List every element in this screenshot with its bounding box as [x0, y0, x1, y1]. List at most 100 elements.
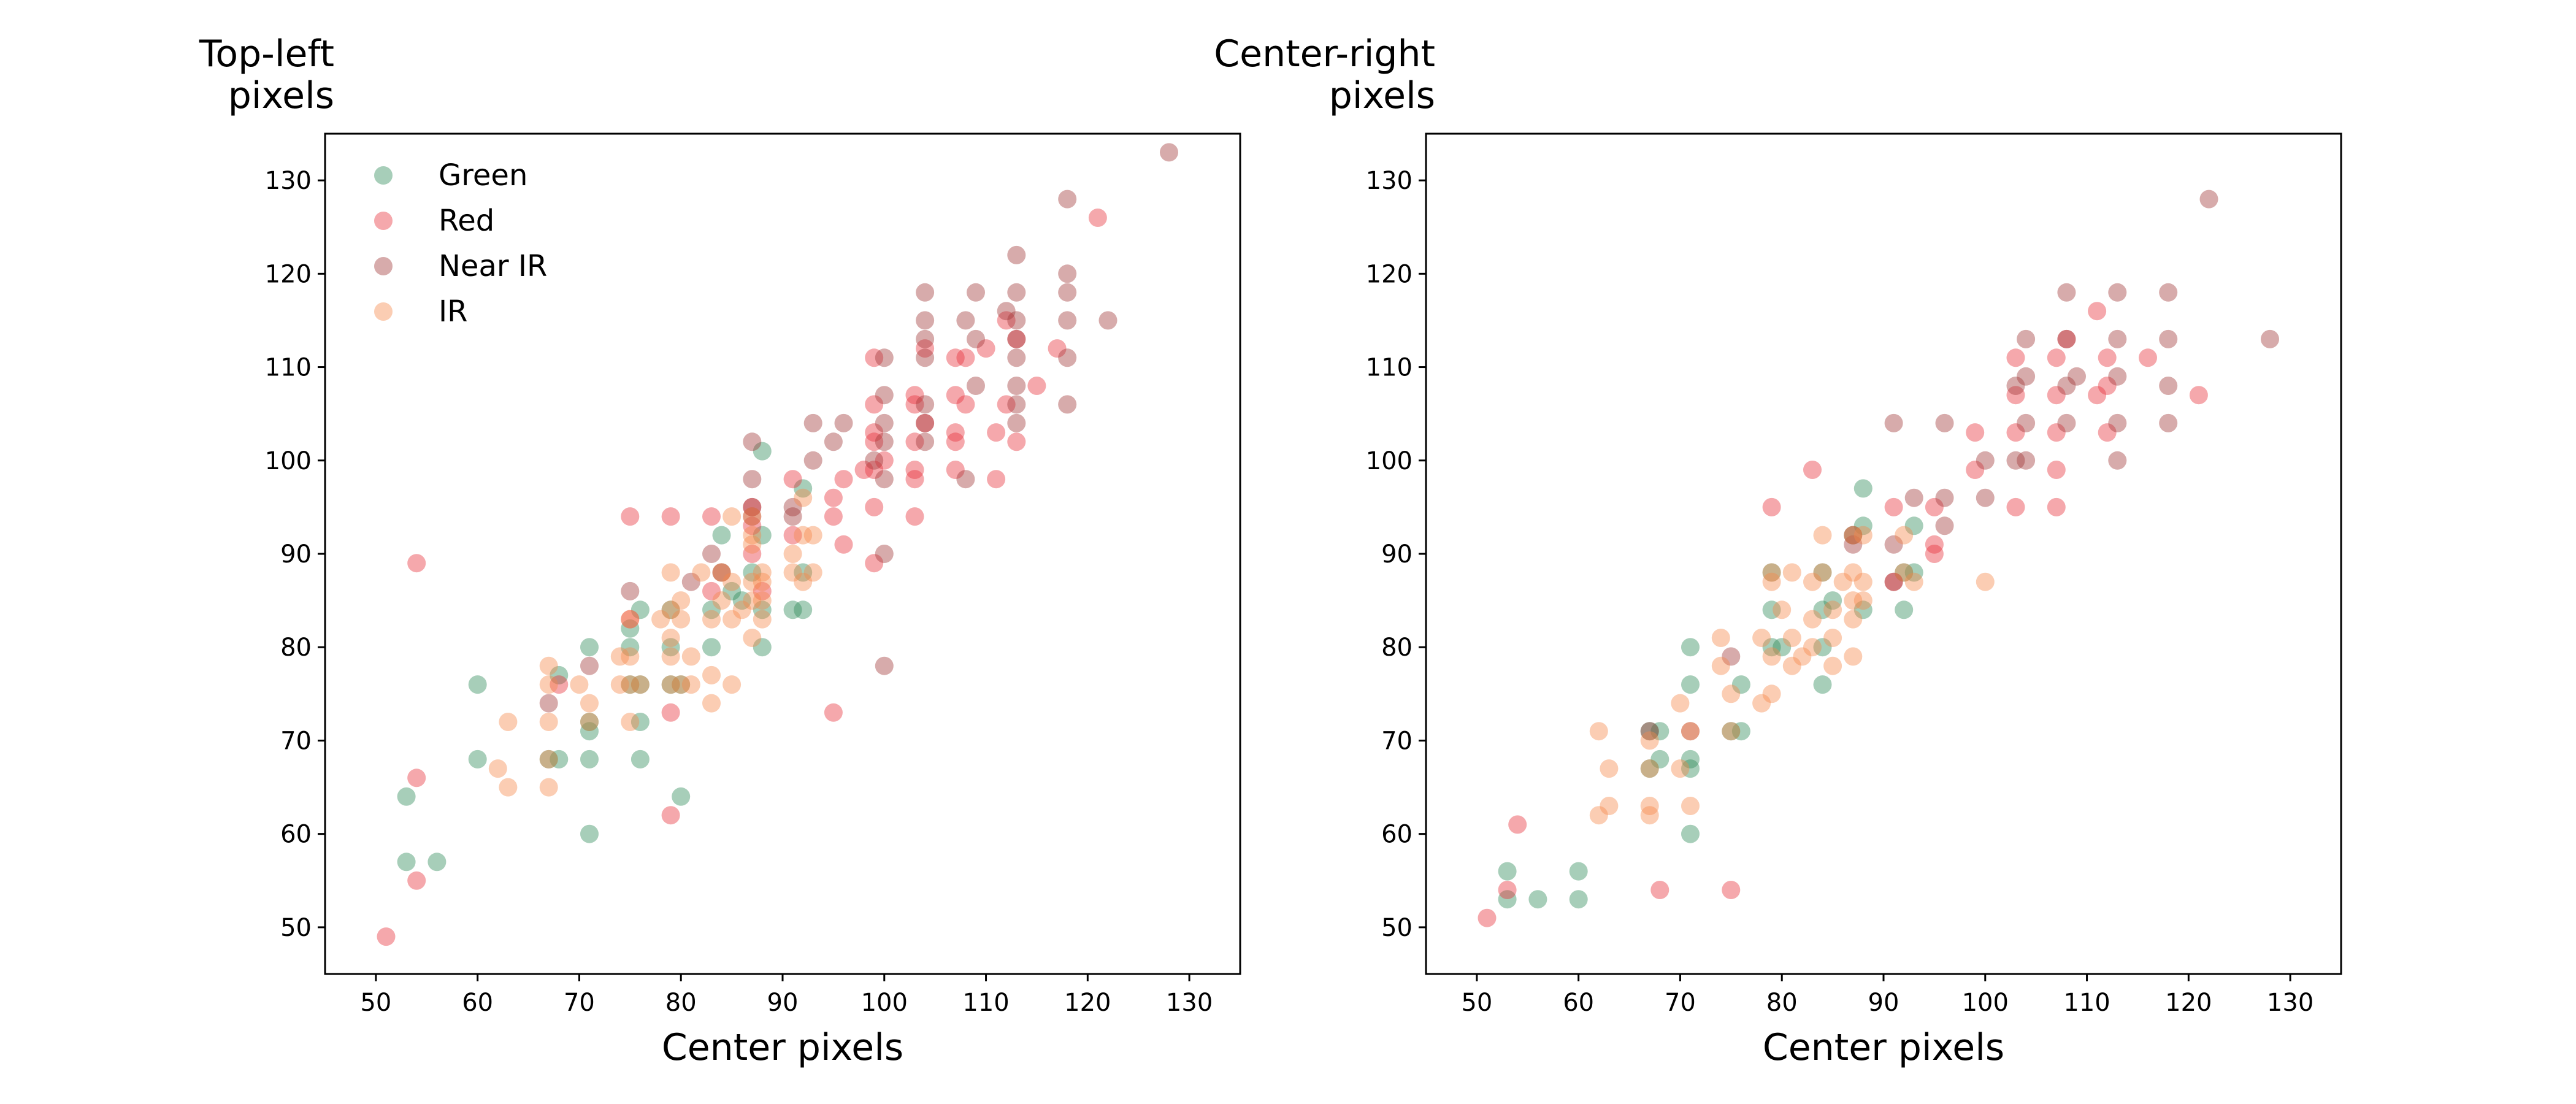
- data-point: [1904, 572, 1923, 591]
- legend-marker: [374, 166, 393, 185]
- data-point: [865, 395, 884, 414]
- data-point: [1711, 629, 1730, 647]
- x-tick-label: 90: [767, 989, 799, 1017]
- data-point: [702, 507, 721, 526]
- data-point: [2006, 497, 2025, 516]
- legend-label: Near IR: [439, 249, 547, 283]
- data-point: [956, 348, 975, 367]
- data-point: [1803, 610, 1822, 629]
- data-point: [1844, 647, 1863, 666]
- data-point: [794, 563, 813, 582]
- data-point: [621, 619, 640, 638]
- data-point: [905, 470, 924, 489]
- data-point: [661, 703, 680, 722]
- data-point: [1058, 311, 1077, 330]
- data-point: [1528, 890, 1547, 909]
- data-point: [661, 600, 680, 619]
- data-point: [987, 423, 1006, 442]
- data-point: [723, 507, 742, 526]
- legend: Green Red Near IR IR: [374, 158, 547, 329]
- data-point: [997, 302, 1016, 321]
- data-point: [783, 507, 802, 526]
- data-point: [2098, 423, 2117, 442]
- data-point: [743, 572, 762, 591]
- data-point: [550, 665, 569, 684]
- data-point: [539, 656, 558, 675]
- data-point: [2017, 413, 2036, 432]
- data-point: [1844, 526, 1863, 545]
- data-point: [661, 638, 680, 657]
- data-point: [1722, 722, 1741, 741]
- data-point: [2108, 329, 2127, 348]
- data-point: [621, 638, 640, 657]
- data-point: [956, 395, 975, 414]
- data-point: [1058, 348, 1077, 367]
- y-tick-label: 130: [1366, 167, 1413, 195]
- data-point: [621, 647, 640, 666]
- data-point: [865, 432, 884, 451]
- legend-marker: [374, 257, 393, 275]
- data-point: [1007, 329, 1026, 348]
- data-point: [499, 713, 518, 731]
- data-point: [580, 656, 599, 675]
- data-point: [743, 526, 762, 545]
- data-point: [539, 675, 558, 694]
- data-point: [1773, 638, 1792, 657]
- data-point: [743, 629, 762, 647]
- data-point: [1853, 572, 1873, 591]
- y-tick-label: 50: [1381, 914, 1413, 942]
- data-point: [1088, 209, 1107, 227]
- data-point: [946, 423, 965, 442]
- data-point: [1935, 413, 1954, 432]
- y-tick-label: 120: [265, 260, 312, 288]
- data-point: [1904, 516, 1923, 535]
- data-point: [967, 377, 985, 395]
- data-point: [1007, 311, 1026, 330]
- data-point: [1600, 759, 1619, 778]
- data-point: [865, 423, 884, 442]
- x-tick-label: 120: [1064, 989, 1111, 1017]
- data-point: [1752, 629, 1771, 647]
- data-point: [712, 563, 731, 582]
- data-point: [1640, 731, 1659, 750]
- data-point: [743, 563, 762, 582]
- data-point: [875, 386, 894, 405]
- data-point: [1853, 526, 1873, 545]
- data-point: [702, 545, 721, 563]
- data-point: [550, 675, 569, 694]
- data-point: [905, 432, 924, 451]
- data-point: [1904, 563, 1923, 582]
- y-axis-label: pixels: [1329, 74, 1435, 117]
- data-point: [865, 451, 884, 470]
- data-point: [753, 572, 772, 591]
- data-point: [1935, 488, 1954, 507]
- legend-label: IR: [439, 294, 468, 329]
- data-point: [2159, 283, 2178, 302]
- data-point: [1884, 497, 1903, 516]
- data-point: [743, 497, 762, 516]
- data-point: [397, 787, 416, 806]
- data-point: [753, 600, 772, 619]
- x-tick-label: 130: [2267, 989, 2313, 1017]
- data-point: [875, 656, 894, 675]
- data-point: [2261, 329, 2279, 348]
- series-near-ir: [539, 143, 1178, 713]
- data-point: [824, 488, 843, 507]
- data-point: [621, 713, 640, 731]
- data-point: [1731, 722, 1750, 741]
- x-tick-label: 90: [1868, 989, 1899, 1017]
- data-point: [1007, 329, 1026, 348]
- data-point: [1498, 890, 1517, 909]
- data-point: [661, 647, 680, 666]
- data-point: [2199, 190, 2218, 209]
- data-point: [2098, 377, 2117, 395]
- data-point: [550, 749, 569, 769]
- x-tick-label: 130: [1166, 989, 1213, 1017]
- data-point: [956, 470, 975, 489]
- data-point: [2047, 461, 2066, 479]
- x-tick-label: 70: [1665, 989, 1696, 1017]
- data-point: [539, 749, 558, 769]
- data-point: [824, 703, 843, 722]
- data-point: [1722, 881, 1741, 899]
